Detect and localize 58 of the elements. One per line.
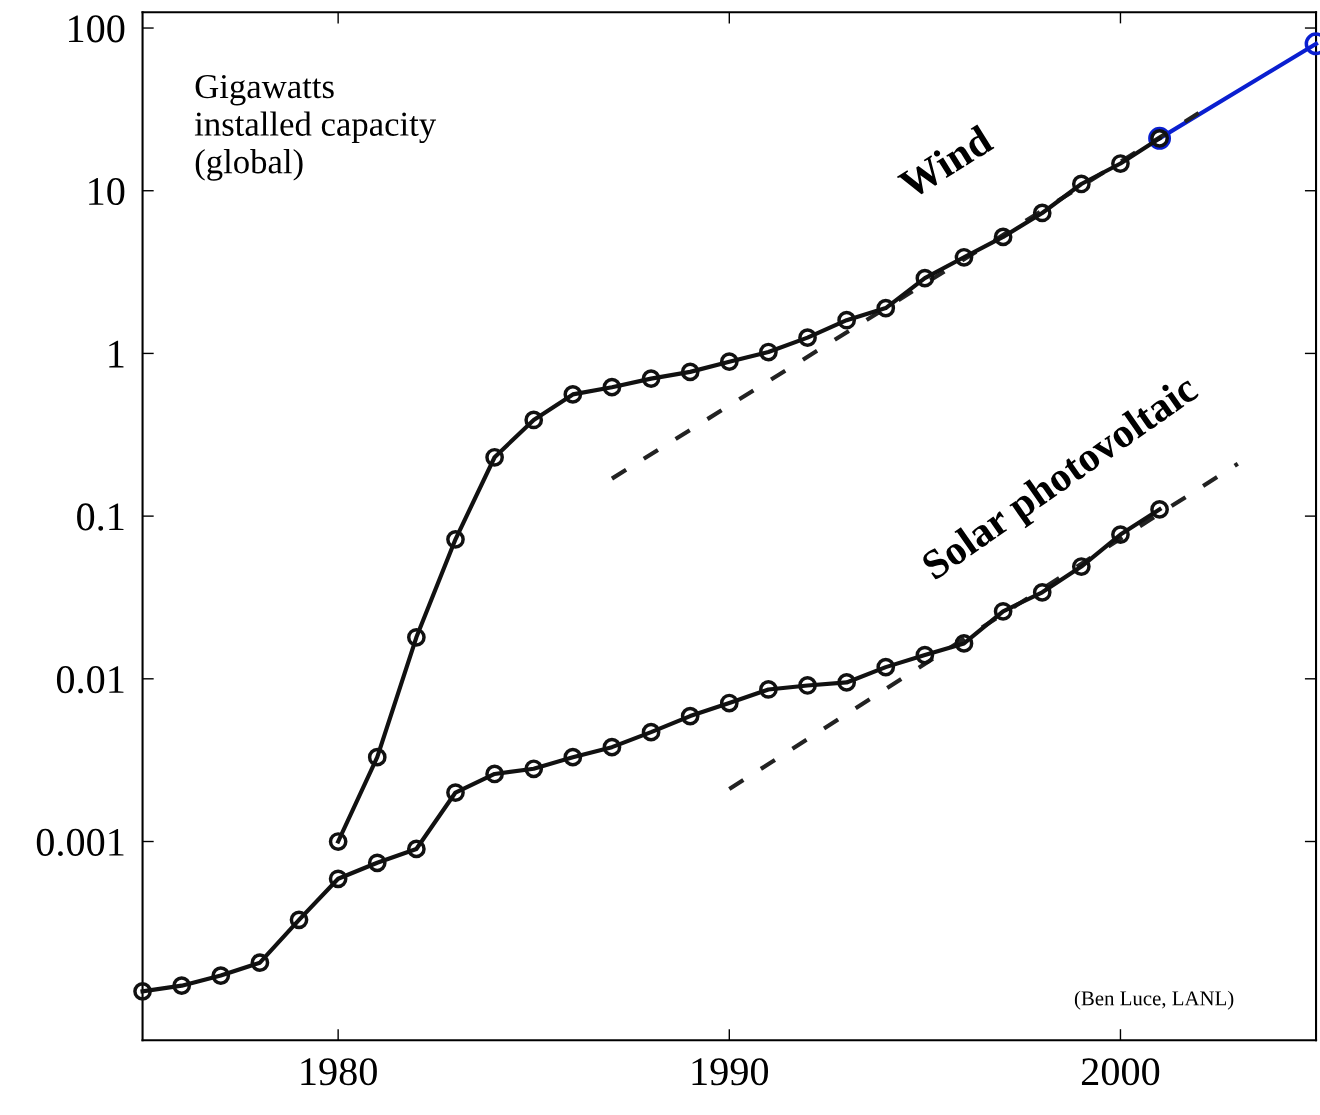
text: Wind [896, 123, 995, 201]
point [954, 634, 974, 653]
point [1071, 174, 1091, 194]
point [485, 447, 504, 467]
point [1032, 582, 1052, 602]
point [798, 328, 817, 348]
point [446, 783, 465, 802]
point [602, 737, 622, 757]
y-tick-label: 0.1 [77, 503, 124, 531]
y-tick-label: 0.01 [56, 666, 124, 694]
point [211, 966, 231, 985]
point [641, 722, 661, 742]
x-tick-label: 2000 [1081, 1058, 1160, 1086]
y-tick-label: 10 [89, 177, 125, 206]
point [367, 747, 387, 767]
point [915, 645, 935, 665]
y-tick-label: 0.001 [36, 828, 124, 857]
point [641, 369, 661, 388]
point [719, 352, 739, 372]
point [680, 362, 700, 382]
point [250, 953, 270, 973]
point [406, 627, 426, 647]
point [837, 673, 857, 692]
point [876, 298, 896, 318]
point [563, 385, 583, 404]
point [798, 676, 817, 695]
annotation: Gigawatts installed capacity (global) [194, 74, 437, 181]
point [954, 247, 974, 267]
point [915, 268, 935, 288]
point [406, 839, 426, 859]
point [172, 976, 192, 996]
point [680, 706, 700, 726]
point [524, 410, 544, 430]
point [719, 693, 739, 713]
point [1071, 557, 1091, 576]
x-tick-label: 1980 [301, 1058, 377, 1086]
point [289, 910, 309, 930]
point [876, 657, 896, 677]
point [993, 227, 1013, 247]
point [367, 853, 387, 873]
annotation: (Ben Luce, LANL) [1074, 990, 1234, 1010]
point [602, 377, 622, 397]
point [485, 764, 504, 784]
point [524, 759, 544, 779]
point [563, 747, 583, 767]
point [759, 342, 778, 362]
point [446, 529, 465, 549]
point [759, 680, 778, 699]
x-tick-label: 1990 [692, 1058, 769, 1086]
point [1032, 203, 1052, 223]
point [328, 869, 348, 889]
point [1111, 154, 1130, 173]
point [133, 981, 152, 1001]
y-tick-label: 100 [69, 15, 125, 43]
point [328, 832, 348, 851]
y-tick-label: 1 [109, 340, 124, 368]
point [837, 310, 857, 330]
point [993, 601, 1013, 621]
